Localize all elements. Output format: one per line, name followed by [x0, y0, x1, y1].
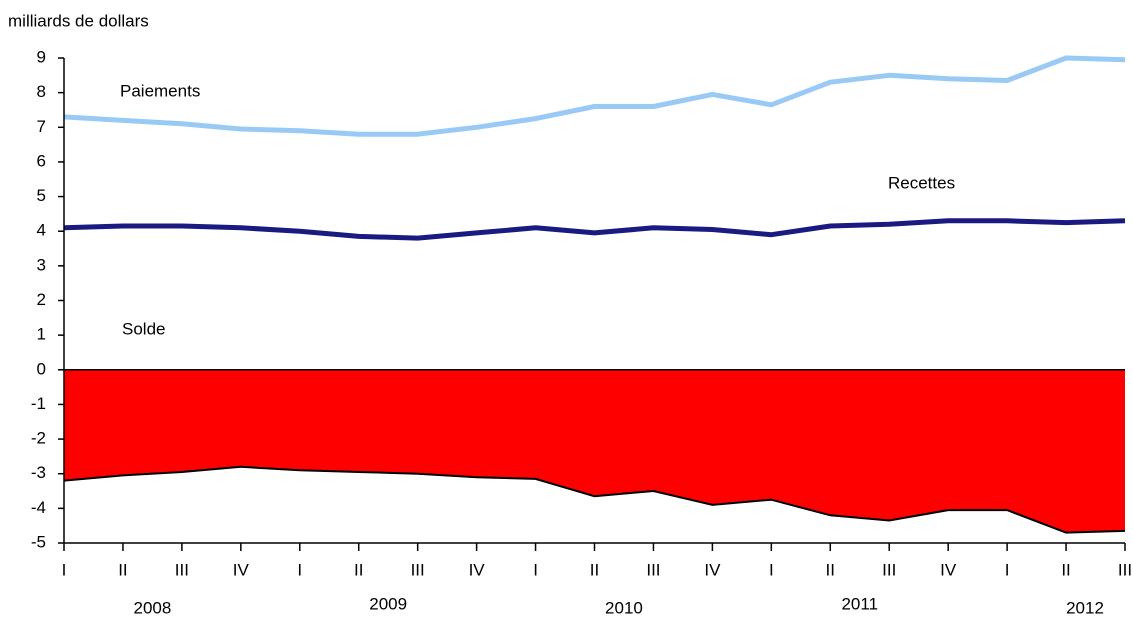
y-tick-label: 9: [37, 47, 46, 66]
y-tick-label: 2: [37, 290, 46, 309]
x-tick-label: I: [533, 560, 538, 579]
x-tick-label: I: [297, 560, 302, 579]
y-axis-label: milliards de dollars: [8, 11, 149, 30]
y-tick-label: 1: [37, 325, 46, 344]
x-tick-label: II: [118, 560, 127, 579]
x-tick-label: II: [826, 560, 835, 579]
line: [63, 218, 1126, 241]
x-tick-label: III: [411, 560, 425, 579]
x-tick-label: IV: [940, 560, 957, 579]
y-tick-label: 4: [37, 221, 46, 240]
y-tick-label: 3: [37, 255, 46, 274]
line: [63, 55, 1126, 137]
y-tick-label: 0: [37, 359, 46, 378]
x-tick-label: III: [1118, 560, 1132, 579]
y-tick-label: 8: [37, 82, 46, 101]
area: [64, 369, 1125, 533]
x-tick-label: IV: [469, 560, 486, 579]
x-tick-label: III: [882, 560, 896, 579]
x-tick-label: IV: [233, 560, 250, 579]
year-label: 2009: [369, 594, 407, 613]
series-label: Paiements: [120, 81, 200, 100]
series-label: Solde: [122, 319, 165, 338]
year-label: 2008: [134, 598, 172, 617]
x-tick-label: I: [1005, 560, 1010, 579]
x-tick-label: IV: [704, 560, 721, 579]
area-edge: [63, 465, 1126, 534]
x-tick-label: I: [769, 560, 774, 579]
x-tick-label: I: [62, 560, 67, 579]
y-tick-label: 6: [37, 151, 46, 170]
x-tick-label: II: [354, 560, 363, 579]
y-tick-label: -5: [31, 532, 46, 551]
y-tick-label: -2: [31, 429, 46, 448]
y-tick-label: -3: [31, 463, 46, 482]
year-label: 2011: [841, 594, 878, 613]
year-label: 2012: [1066, 598, 1104, 617]
x-tick-label: II: [1061, 560, 1070, 579]
series-label: Recettes: [888, 173, 955, 192]
year-label: 2010: [605, 598, 643, 617]
x-tick-label: III: [175, 560, 189, 579]
y-tick-label: 5: [37, 186, 46, 205]
y-tick-label: -1: [31, 394, 46, 413]
y-tick-label: 7: [37, 117, 46, 136]
y-tick-label: -4: [31, 498, 46, 517]
x-tick-label: II: [590, 560, 599, 579]
x-tick-label: III: [646, 560, 660, 579]
